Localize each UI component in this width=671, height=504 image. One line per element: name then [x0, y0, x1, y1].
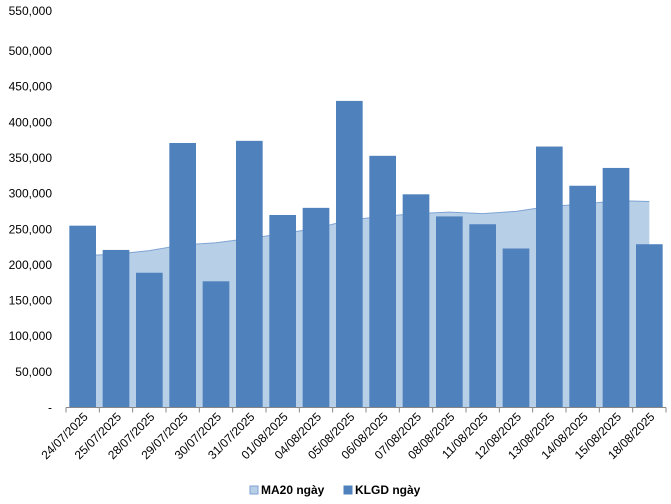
bar-klgd — [202, 281, 230, 408]
bar-klgd — [469, 224, 496, 408]
bar-klgd — [136, 272, 163, 408]
ma20-area-layer — [82, 200, 650, 408]
bar-klgd — [169, 142, 196, 408]
bar-klgd — [69, 225, 96, 408]
bar-klgd — [602, 167, 630, 408]
bars-layer — [69, 100, 663, 408]
y-tick-label: 400,000 — [9, 115, 53, 129]
bar-klgd — [369, 155, 396, 408]
legend-label: MA20 ngày — [261, 483, 325, 497]
bar-klgd — [569, 185, 596, 408]
y-tick-label: 500,000 — [9, 44, 53, 58]
y-tick-label: 300,000 — [9, 187, 53, 201]
bar-klgd — [269, 214, 296, 408]
y-tick-label: - — [48, 401, 52, 415]
bar-klgd — [302, 207, 330, 408]
y-tick-label: 50,000 — [15, 365, 52, 379]
ma20-area — [82, 200, 650, 408]
bar-klgd — [236, 140, 263, 408]
y-tick-label: 150,000 — [9, 294, 53, 308]
bar-klgd — [502, 248, 530, 408]
legend-swatch — [249, 485, 259, 495]
y-tick-label: 450,000 — [9, 80, 53, 94]
y-tick-label: 250,000 — [9, 222, 53, 236]
bar-klgd — [402, 194, 430, 408]
legend: MA20 ngày KLGD ngày — [249, 483, 421, 497]
bar-klgd — [536, 146, 563, 408]
bar-klgd — [336, 100, 363, 408]
bar-klgd — [636, 244, 663, 408]
legend-swatch — [343, 485, 353, 495]
bar-klgd — [436, 216, 463, 408]
bar-klgd — [102, 249, 130, 408]
y-tick-label-top: 550,000 — [9, 4, 53, 18]
y-tick-label: 200,000 — [9, 258, 53, 272]
legend-label: KLGD ngày — [355, 483, 421, 497]
y-tick-label: 100,000 — [9, 329, 53, 343]
y-tick-label: 350,000 — [9, 151, 53, 165]
